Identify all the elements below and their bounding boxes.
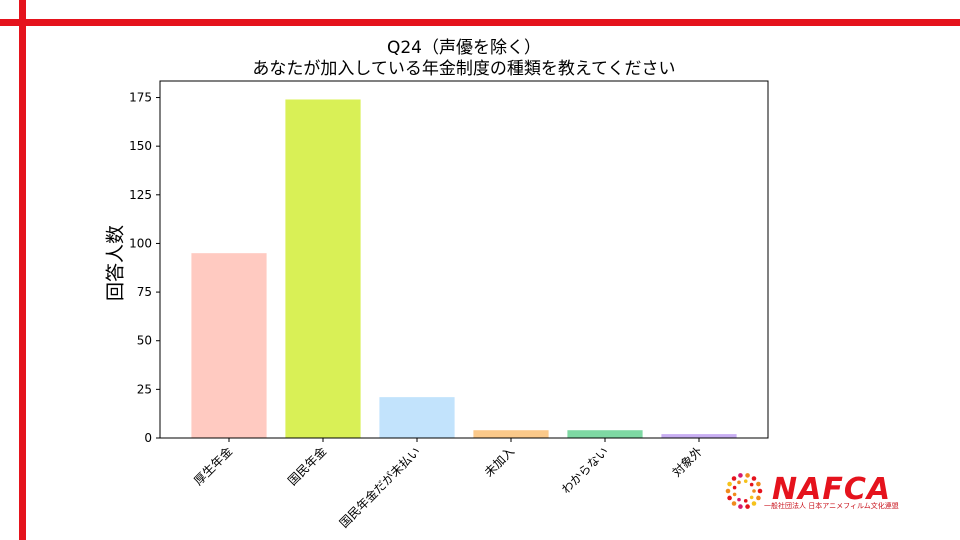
logo-dot: [756, 481, 761, 487]
logo-dot: [732, 492, 737, 497]
logo-dot: [738, 473, 743, 478]
logo-dot: [731, 476, 737, 481]
logo-dot: [757, 488, 763, 494]
logo-dot: [745, 473, 750, 478]
bar-4: [473, 430, 549, 438]
x-tick-label: 厚生年金: [191, 444, 236, 489]
nafca-logo: NAFCA 一般社団法人 日本アニメフィルム文化連盟: [724, 470, 924, 512]
logo-dot: [727, 481, 732, 487]
logo-dot: [749, 495, 754, 500]
bar-1: [191, 253, 267, 438]
x-tick-label: 未加入: [482, 444, 517, 479]
logo-dot: [743, 479, 748, 483]
y-tick-label: 75: [137, 285, 152, 299]
y-tick-label: 0: [144, 431, 152, 445]
y-tick-label: 150: [129, 139, 152, 153]
nafca-logo-text: NAFCA: [772, 472, 892, 507]
plot-frame: [159, 80, 769, 439]
frame-top-bar: [0, 19, 960, 26]
logo-dot: [732, 485, 737, 490]
chart-subtitle: あなたが加入している年金制度の種類を教えてください: [252, 59, 676, 79]
logo-dot: [725, 488, 731, 494]
y-tick-label: 125: [129, 188, 152, 202]
logo-dot: [749, 482, 754, 487]
logo-dot: [737, 497, 741, 502]
y-tick-label: 100: [129, 236, 152, 250]
logo-dot: [756, 495, 761, 501]
y-axis-label: 回答人数: [104, 224, 127, 302]
bar-2: [285, 99, 361, 438]
x-tick-label: わからない: [559, 444, 611, 496]
logo-dot: [751, 476, 757, 481]
y-tick-label: 25: [137, 382, 152, 396]
logo-dot: [745, 504, 750, 509]
frame-left-bar: [19, 0, 26, 540]
logo-dot: [751, 501, 757, 506]
nafca-logo-subtitle: 一般社団法人 日本アニメフィルム文化連盟: [764, 502, 899, 510]
x-tick-label: 国民年金だが未払い: [336, 444, 423, 531]
logo-dot: [737, 480, 741, 485]
bar-5: [567, 430, 643, 438]
x-tick-label: 対象外: [670, 444, 705, 479]
y-tick-label: 50: [137, 334, 152, 348]
logo-dot: [752, 489, 756, 493]
y-tick-label: 175: [129, 91, 152, 105]
nafca-logo-mark: [725, 473, 763, 509]
chart-title: Q24（声優を除く）: [386, 38, 541, 58]
bar-3: [379, 397, 455, 438]
logo-dot: [738, 504, 743, 509]
logo-dot: [731, 501, 737, 506]
logo-dot: [727, 495, 732, 501]
bar-6: [661, 434, 737, 438]
logo-dot: [743, 499, 748, 503]
x-tick-label: 国民年金: [285, 444, 330, 489]
